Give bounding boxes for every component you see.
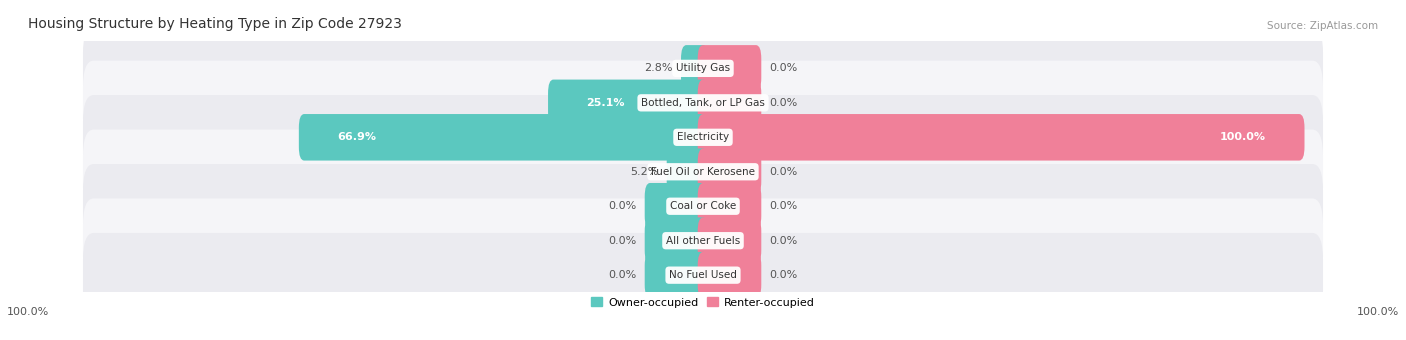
Text: 0.0%: 0.0% [769,201,797,211]
Text: 0.0%: 0.0% [769,270,797,280]
FancyBboxPatch shape [83,95,1323,180]
Text: 0.0%: 0.0% [769,98,797,108]
Text: 5.2%: 5.2% [630,167,659,177]
FancyBboxPatch shape [83,61,1323,145]
FancyBboxPatch shape [645,186,707,226]
FancyBboxPatch shape [699,83,761,123]
FancyBboxPatch shape [83,199,1323,283]
FancyBboxPatch shape [699,255,761,295]
FancyBboxPatch shape [645,252,709,299]
FancyBboxPatch shape [697,80,761,126]
FancyBboxPatch shape [645,218,709,264]
FancyBboxPatch shape [83,164,1323,249]
Text: 100.0%: 100.0% [7,307,49,318]
Text: Bottled, Tank, or LP Gas: Bottled, Tank, or LP Gas [641,98,765,108]
FancyBboxPatch shape [697,149,761,195]
FancyBboxPatch shape [83,26,1323,110]
Text: 0.0%: 0.0% [609,201,637,211]
FancyBboxPatch shape [645,221,707,260]
Text: Fuel Oil or Kerosene: Fuel Oil or Kerosene [651,167,755,177]
Text: 25.1%: 25.1% [586,98,626,108]
FancyBboxPatch shape [645,255,707,295]
FancyBboxPatch shape [697,114,1305,160]
FancyBboxPatch shape [299,114,709,160]
FancyBboxPatch shape [699,221,761,260]
Text: Utility Gas: Utility Gas [676,63,730,73]
Text: 0.0%: 0.0% [769,63,797,73]
Text: Coal or Coke: Coal or Coke [669,201,737,211]
FancyBboxPatch shape [83,130,1323,214]
Text: All other Fuels: All other Fuels [666,236,740,246]
Text: Housing Structure by Heating Type in Zip Code 27923: Housing Structure by Heating Type in Zip… [28,17,402,31]
FancyBboxPatch shape [699,49,761,88]
Text: Source: ZipAtlas.com: Source: ZipAtlas.com [1267,21,1378,31]
FancyBboxPatch shape [666,149,709,195]
Legend: Owner-occupied, Renter-occupied: Owner-occupied, Renter-occupied [586,293,820,312]
FancyBboxPatch shape [681,45,709,92]
FancyBboxPatch shape [697,218,761,264]
Text: 100.0%: 100.0% [1357,307,1399,318]
FancyBboxPatch shape [699,152,761,191]
Text: 66.9%: 66.9% [337,132,377,142]
FancyBboxPatch shape [548,80,709,126]
Text: 2.8%: 2.8% [644,63,673,73]
Text: Electricity: Electricity [676,132,730,142]
FancyBboxPatch shape [697,252,761,299]
FancyBboxPatch shape [699,186,761,226]
FancyBboxPatch shape [697,183,761,230]
FancyBboxPatch shape [83,233,1323,317]
Text: 100.0%: 100.0% [1220,132,1265,142]
Text: 0.0%: 0.0% [609,270,637,280]
Text: 0.0%: 0.0% [769,236,797,246]
Text: 0.0%: 0.0% [769,167,797,177]
FancyBboxPatch shape [697,45,761,92]
FancyBboxPatch shape [645,183,709,230]
Text: No Fuel Used: No Fuel Used [669,270,737,280]
Text: 0.0%: 0.0% [609,236,637,246]
